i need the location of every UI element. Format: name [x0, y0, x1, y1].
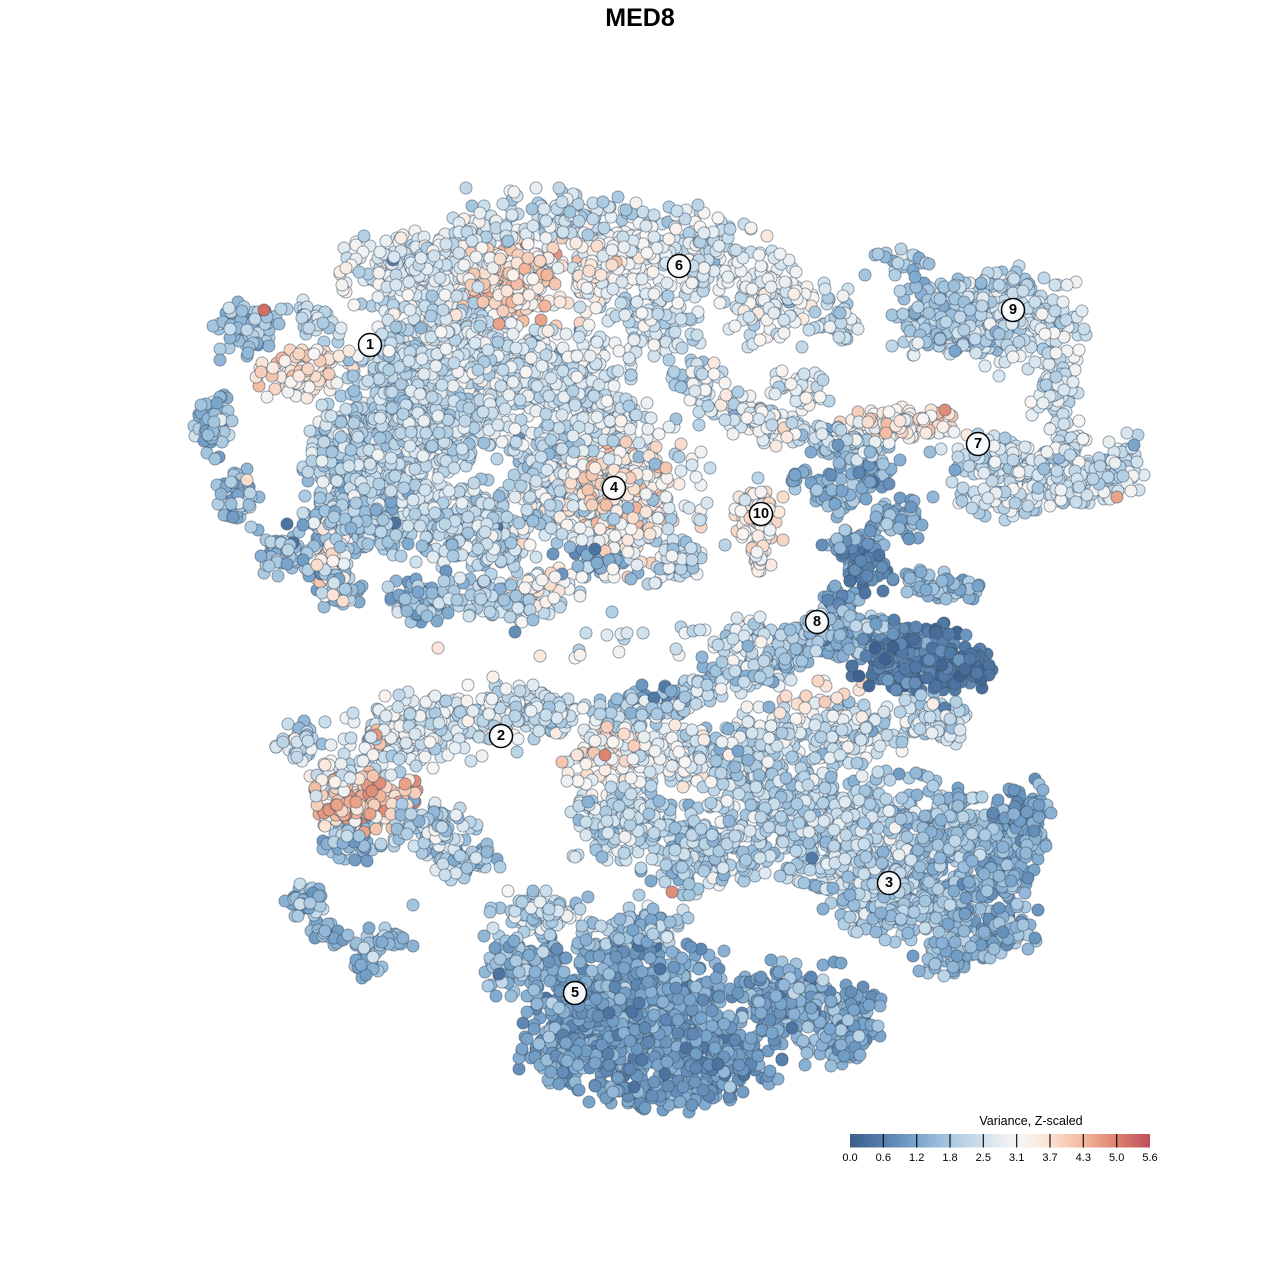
svg-text:MED8: MED8 — [605, 4, 675, 32]
